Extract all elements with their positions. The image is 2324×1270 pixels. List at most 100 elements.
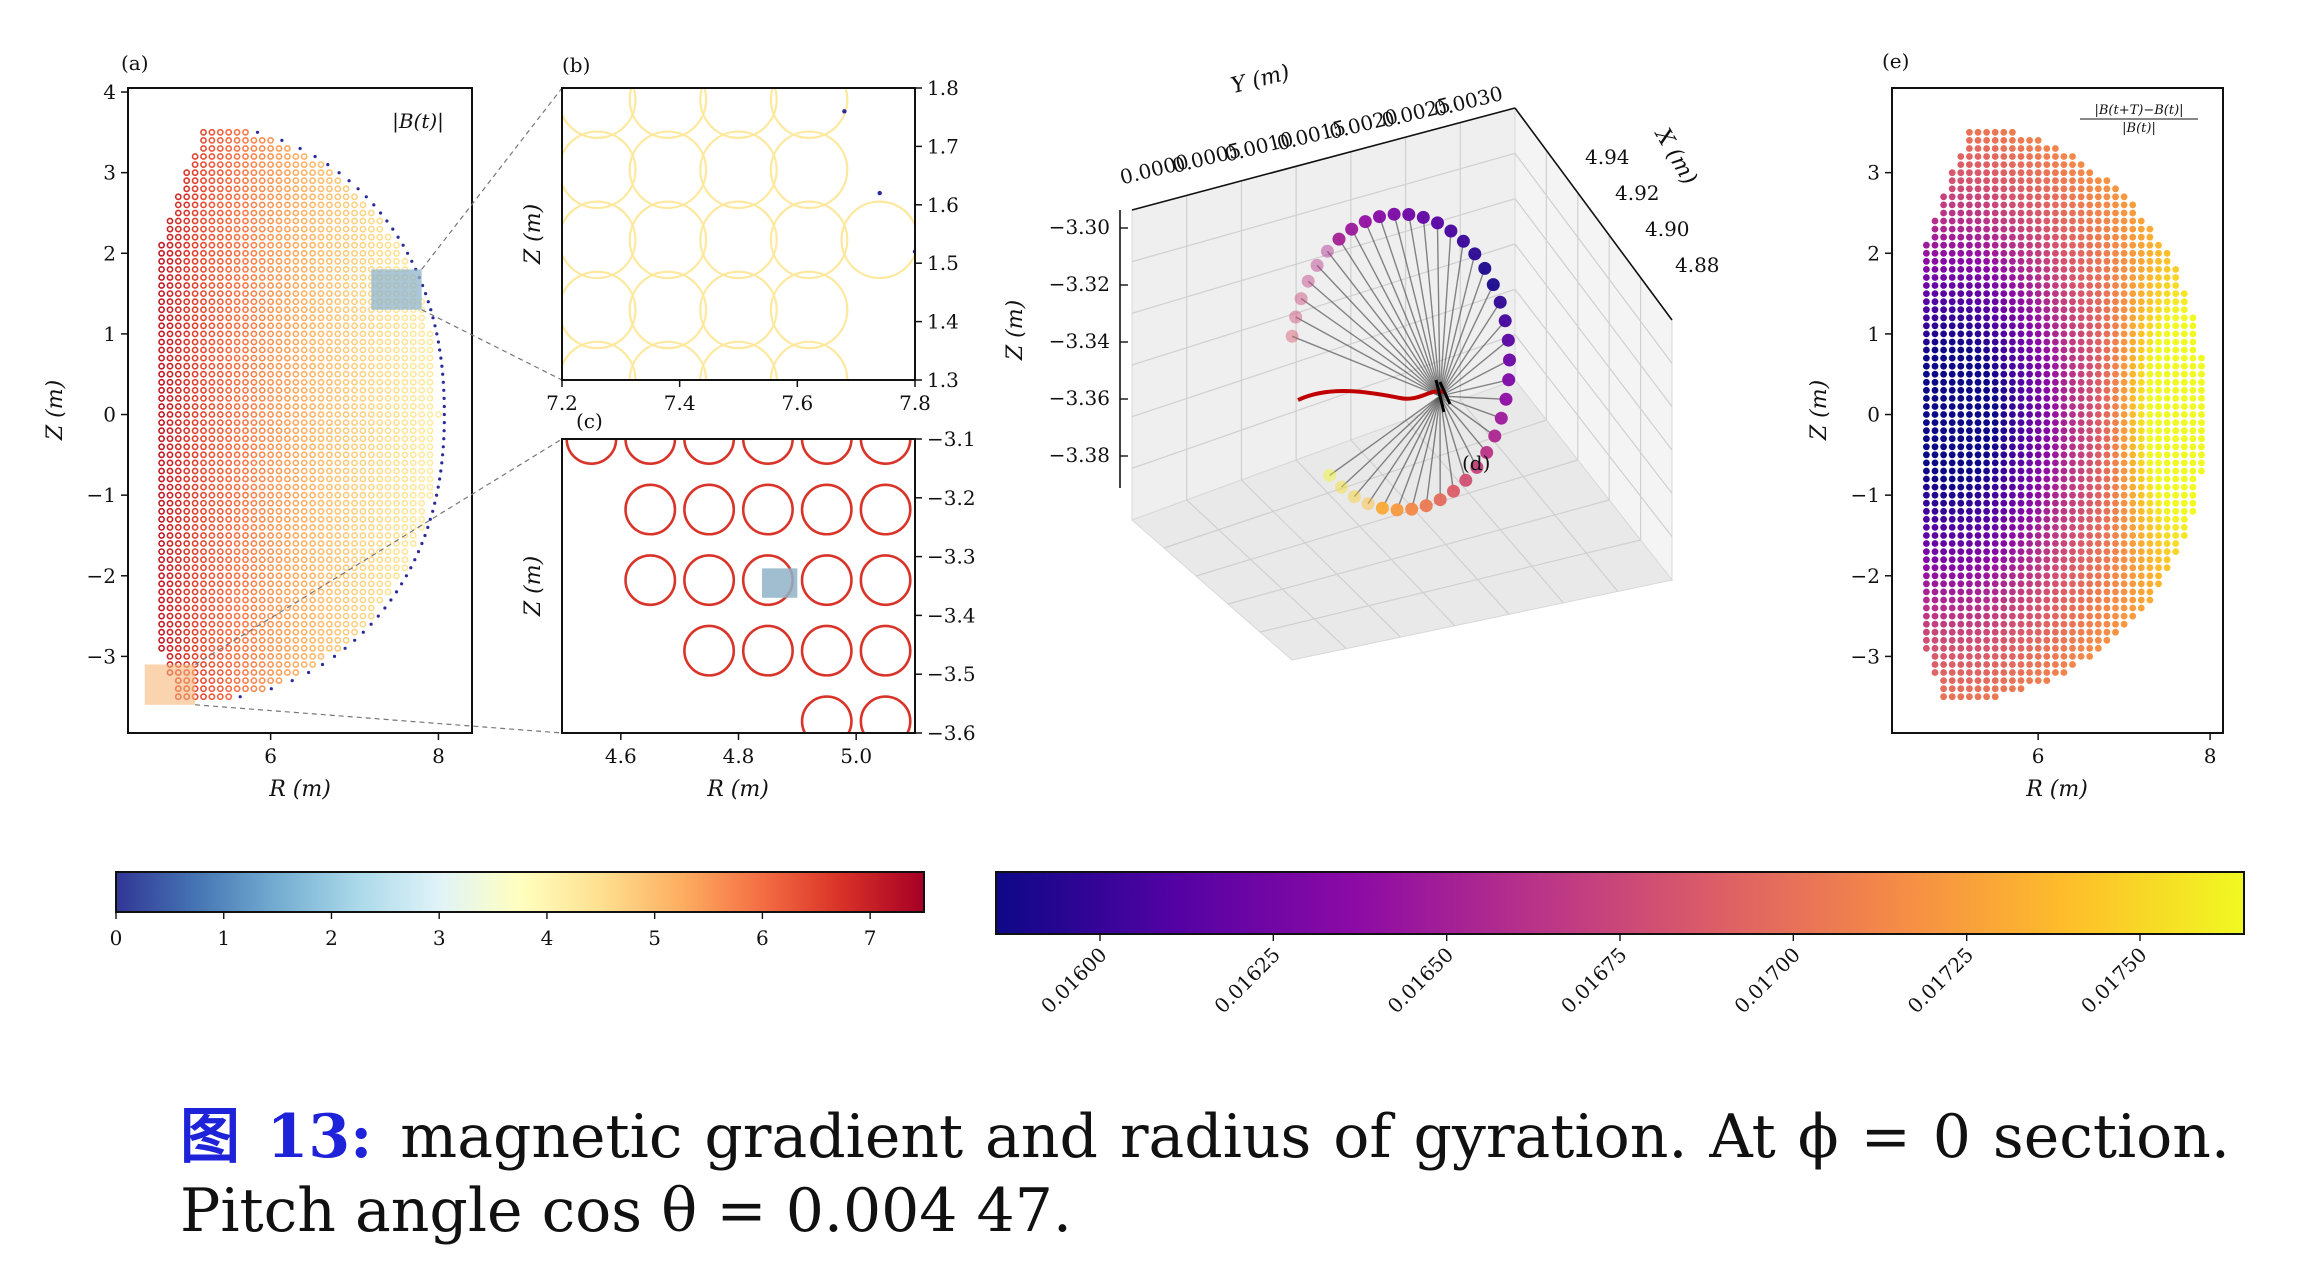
panel-a-gyro-ring xyxy=(183,435,191,443)
panel-a-gyro-ring xyxy=(325,451,333,459)
panel-e-point xyxy=(2163,540,2171,547)
panel-e-point xyxy=(2009,137,2016,144)
panel-d-spoke xyxy=(1351,228,1441,397)
panel-a-gyro-ring xyxy=(166,346,174,354)
panel-a-gyro-ring xyxy=(200,265,207,273)
panel-e-point xyxy=(2000,572,2008,580)
panel-b-gyro-circle xyxy=(769,130,849,210)
panel-a-gyro-ring xyxy=(191,572,199,580)
panel-e-point xyxy=(2172,459,2180,467)
panel-e-point xyxy=(1957,314,1965,322)
panel-e-point xyxy=(2034,290,2042,297)
panel-a-gyro-ring xyxy=(275,386,283,394)
panel-e-point xyxy=(2060,201,2068,209)
panel-a-gyro-ring xyxy=(174,588,182,596)
panel-a-gyro-ring xyxy=(208,475,216,483)
panel-a-gyro-ring xyxy=(376,249,384,257)
panel-a-gyro-ring xyxy=(309,596,316,604)
panel-b-ytick-label: 1.5 xyxy=(927,251,959,275)
panel-a-gyro-ring xyxy=(283,306,291,314)
panel-a-gyro-ring xyxy=(283,322,291,330)
panel-a-gyro-ring xyxy=(183,628,191,636)
panel-e-point xyxy=(2112,274,2119,281)
panel-a-gyro-ring xyxy=(267,217,274,225)
panel-a-gyro-ring xyxy=(317,435,325,443)
panel-e-point xyxy=(2120,306,2128,314)
panel-e-point xyxy=(2129,225,2137,233)
panel-a-gyro-ring xyxy=(250,483,258,491)
panel-e-point xyxy=(1940,451,1947,459)
panel-a-gyro-ring xyxy=(183,411,191,418)
panel-e-point xyxy=(2120,419,2128,426)
panel-e-point xyxy=(1966,459,1973,467)
panel-e-point xyxy=(2094,298,2102,306)
panel-e-point xyxy=(2137,443,2145,451)
panel-e-point xyxy=(1974,596,1982,604)
panel-e-point xyxy=(1923,378,1930,386)
panel-e-point xyxy=(2069,572,2076,580)
panel-e-point xyxy=(2180,298,2188,306)
panel-e-point xyxy=(2009,378,2016,386)
panel-a-gyro-ring xyxy=(283,540,291,547)
panel-e-point xyxy=(2000,499,2008,507)
panel-e-point xyxy=(1974,604,1982,612)
panel-a-gyro-ring xyxy=(317,241,325,249)
panel-a-gyro-ring xyxy=(250,491,258,499)
panel-a-gyro-ring xyxy=(376,459,384,467)
panel-e-point xyxy=(1991,532,1999,539)
panel-e-point xyxy=(2000,266,2008,273)
panel-d-spoke xyxy=(1439,359,1510,397)
panel-e-point xyxy=(2026,451,2033,459)
panel-e-point xyxy=(2103,411,2111,418)
panel-e-point xyxy=(1974,169,1982,177)
panel-e-point xyxy=(2103,298,2111,306)
panel-a-gyro-ring xyxy=(325,306,333,314)
panel-a-gyro-ring xyxy=(250,685,258,693)
panel-a-gyro-ring xyxy=(359,201,367,209)
panel-a-gyro-ring xyxy=(393,451,400,459)
panel-e-point xyxy=(2172,306,2180,314)
panel-e-point xyxy=(2034,395,2042,402)
panel-e-point xyxy=(2034,257,2042,265)
panel-e-point xyxy=(2026,386,2033,394)
panel-e-point xyxy=(1957,669,1965,676)
panel-e-point xyxy=(2052,588,2059,596)
panel-e-point xyxy=(2069,459,2076,467)
panel-e-point xyxy=(2146,346,2154,354)
panel-e-point xyxy=(2060,338,2068,346)
panel-e-point xyxy=(2069,515,2076,523)
panel-a-gyro-ring xyxy=(325,338,333,346)
panel-e-point xyxy=(2086,241,2094,249)
panel-a-gyro-ring xyxy=(200,524,207,531)
panel-a-gyro-ring xyxy=(216,411,224,418)
panel-a-gyro-ring xyxy=(367,362,375,370)
panel-e-point xyxy=(2026,491,2033,499)
panel-e-point xyxy=(2120,620,2128,628)
panel-a-gyro-ring xyxy=(292,153,300,160)
panel-e-point xyxy=(2172,386,2180,394)
panel-a-gyro-ring xyxy=(250,290,258,297)
panel-d-gyro-point xyxy=(1347,490,1361,504)
panel-a-gyro-ring xyxy=(208,467,216,475)
panel-a-gyro-ring xyxy=(334,451,342,459)
panel-a-gyro-ring xyxy=(317,193,325,201)
panel-e-point xyxy=(2017,443,2025,451)
panel-c-ytick-label: −3.5 xyxy=(927,662,976,686)
panel-e-point xyxy=(2052,596,2059,604)
panel-a-gyro-ring xyxy=(351,249,358,257)
panel-e-point xyxy=(2086,612,2094,620)
panel-e-point xyxy=(2017,161,2025,169)
panel-e-point xyxy=(2086,507,2094,515)
panel-a-gyro-ring xyxy=(384,435,392,443)
panel-e-point xyxy=(2069,193,2076,201)
panel-e-point xyxy=(1966,620,1973,628)
panel-e-point xyxy=(2009,499,2016,507)
panel-a-gyro-ring xyxy=(166,233,174,241)
panel-e-point xyxy=(2060,451,2068,459)
panel-e-point xyxy=(2000,354,2008,362)
panel-d-gridline xyxy=(1131,198,1516,314)
panel-a-gyro-ring xyxy=(242,685,249,693)
panel-e-point xyxy=(1957,217,1965,225)
panel-a-gyro-ring xyxy=(174,249,182,257)
panel-d-spoke xyxy=(1439,301,1501,397)
